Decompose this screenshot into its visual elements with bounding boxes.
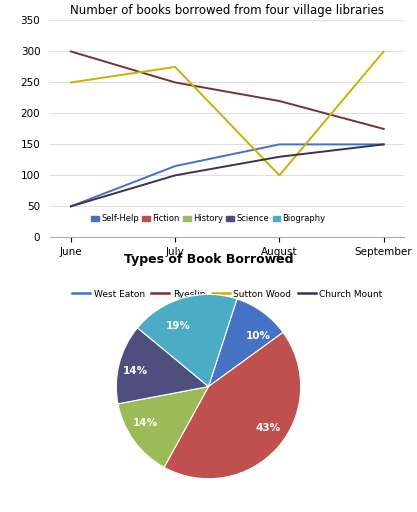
Title: Types of Book Borrowed: Types of Book Borrowed xyxy=(124,253,293,266)
Wedge shape xyxy=(164,332,301,479)
Legend: Self-Help, Fiction, History, Science, Biography: Self-Help, Fiction, History, Science, Bi… xyxy=(88,211,329,227)
Title: Number of books borrowed from four village libraries: Number of books borrowed from four villa… xyxy=(70,4,384,16)
Text: 10%: 10% xyxy=(245,331,270,341)
Wedge shape xyxy=(118,387,208,467)
Ryeslip xyxy=(381,126,386,132)
West Eaton xyxy=(68,203,73,209)
Wedge shape xyxy=(138,294,237,387)
Text: 19%: 19% xyxy=(166,322,191,331)
Legend: West Eaton, Ryeslip, Sutton Wood, Church Mount: West Eaton, Ryeslip, Sutton Wood, Church… xyxy=(68,286,386,302)
Church Mount xyxy=(277,154,282,160)
Sutton Wood xyxy=(173,64,178,70)
Ryeslip xyxy=(173,79,178,86)
Wedge shape xyxy=(208,299,283,387)
Text: 14%: 14% xyxy=(123,366,148,376)
Text: 14%: 14% xyxy=(133,418,158,429)
Sutton Wood xyxy=(277,173,282,179)
Wedge shape xyxy=(116,328,208,404)
West Eaton xyxy=(277,141,282,147)
Line: Sutton Wood: Sutton Wood xyxy=(71,52,384,176)
Text: 43%: 43% xyxy=(256,423,281,433)
Church Mount xyxy=(68,203,73,209)
Sutton Wood xyxy=(68,79,73,86)
Line: Ryeslip: Ryeslip xyxy=(71,52,384,129)
Ryeslip xyxy=(68,49,73,55)
Ryeslip xyxy=(277,98,282,104)
Church Mount xyxy=(173,173,178,179)
Line: West Eaton: West Eaton xyxy=(71,144,384,206)
Church Mount xyxy=(381,141,386,147)
Sutton Wood xyxy=(381,49,386,55)
Line: Church Mount: Church Mount xyxy=(71,144,384,206)
West Eaton xyxy=(381,141,386,147)
West Eaton xyxy=(173,163,178,169)
